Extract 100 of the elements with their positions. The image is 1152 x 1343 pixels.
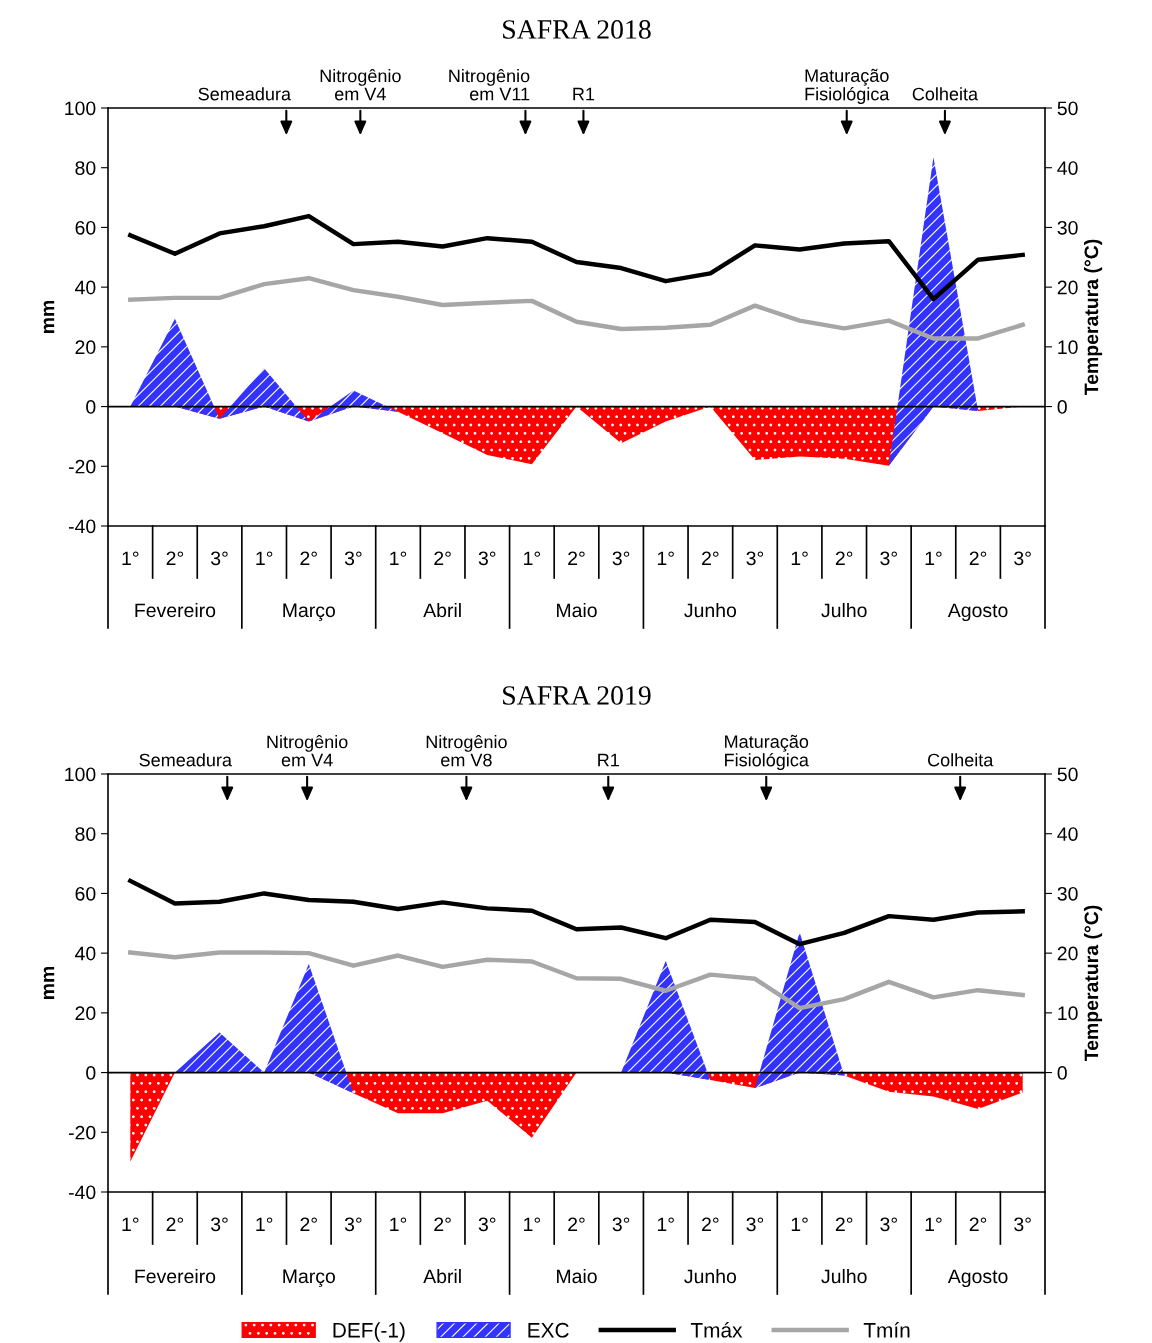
y2-tick-label: 20 <box>1057 946 1078 961</box>
text: R1 <box>573 87 595 101</box>
text: Agosto <box>947 1269 1008 1288</box>
x-tick-label: 3° <box>344 551 362 566</box>
x-tick-label: 3° <box>211 1217 228 1232</box>
x-tick-label: 2° <box>969 1217 987 1232</box>
text: Colheita <box>912 87 979 101</box>
y-axis-title: mm <box>43 300 55 334</box>
y2-tick-label: 20 <box>1057 280 1078 295</box>
x-tick-label: 3° <box>344 1217 362 1232</box>
x-tick-label: 3° <box>1014 1217 1031 1232</box>
y-tick-label: 60 <box>75 220 96 235</box>
y-tick-label: 20 <box>75 1006 96 1021</box>
text: Nitrogênio em V4 <box>267 734 348 767</box>
line-series <box>128 213 1025 302</box>
x-tick-label: 2° <box>568 1217 585 1232</box>
y2-tick-label: 50 <box>1057 767 1078 782</box>
text: Maio <box>557 602 597 618</box>
text: R1 <box>598 753 619 767</box>
y-tick-label: -20 <box>68 459 96 474</box>
x-tick-label: 1° <box>256 551 273 566</box>
y-tick-label: 80 <box>75 827 96 841</box>
x-tick-label: 3° <box>612 551 630 566</box>
x-tick-label: 1° <box>122 1217 139 1232</box>
y2-tick-label: 40 <box>1057 827 1078 841</box>
chart-title: SAFRA 2018 <box>503 20 651 39</box>
y-tick-label: 60 <box>75 886 96 901</box>
y2-tick-label: 0 <box>1057 400 1067 414</box>
text: Fevereiro <box>135 602 216 618</box>
y-tick-label: 100 <box>65 101 96 116</box>
text: Março <box>283 1269 335 1288</box>
x-tick-label: 2° <box>434 1217 451 1232</box>
x-tick-label: 2° <box>568 551 585 566</box>
text: Junho <box>684 1268 737 1284</box>
y2-tick-label: 10 <box>1058 1006 1078 1021</box>
x-tick-label: 2° <box>835 551 853 566</box>
x-tick-label: 2° <box>702 1217 719 1232</box>
x-tick-label: 2° <box>300 1217 317 1232</box>
x-tick-label: 1° <box>925 1217 942 1232</box>
y2-tick-label: 10 <box>1058 340 1078 355</box>
legend-label: EXC <box>528 1322 569 1338</box>
text: Maturação Fisiológica <box>725 734 809 770</box>
x-tick-label: 2° <box>969 551 987 566</box>
text: Nitrogênio em V11 <box>449 68 530 101</box>
x-tick-label: 3° <box>478 551 496 566</box>
y-tick-label: 40 <box>75 946 96 961</box>
x-tick-label: 3° <box>211 551 228 566</box>
y-tick-label: -20 <box>68 1125 96 1140</box>
y-tick-label: 0 <box>86 1066 96 1080</box>
y-axis-title: mm <box>43 966 55 1000</box>
text: Semeadura <box>198 87 291 101</box>
x-tick-label: 2° <box>434 551 451 566</box>
x-tick-label: 2° <box>702 551 719 566</box>
x-tick-label: 2° <box>166 551 184 566</box>
text: Nitrogênio em V8 <box>426 734 507 767</box>
text: Julho <box>821 602 867 618</box>
text: Abril <box>423 602 461 618</box>
text: Junho <box>684 602 737 618</box>
x-tick-label: 1° <box>524 1217 541 1232</box>
text: Colheita <box>928 753 994 767</box>
x-tick-label: 3° <box>746 1217 764 1232</box>
y2-tick-label: 30 <box>1057 886 1078 901</box>
y-tick-label: 40 <box>75 280 96 295</box>
x-tick-label: 3° <box>746 551 764 566</box>
text: Maturação Fisiológica <box>805 68 890 104</box>
x-tick-label: 1° <box>256 1217 273 1232</box>
y-tick-label: -40 <box>68 519 96 534</box>
y2-tick-label: 50 <box>1057 101 1078 116</box>
y2-tick-label: 0 <box>1057 1066 1067 1080</box>
x-tick-label: 1° <box>390 1217 407 1232</box>
x-tick-label: 3° <box>880 551 897 566</box>
y-tick-label: 0 <box>86 400 96 414</box>
y2-tick-label: 40 <box>1057 161 1078 175</box>
x-tick-label: 3° <box>478 1217 496 1232</box>
x-tick-label: 1° <box>390 551 407 566</box>
line-series <box>128 950 1025 1011</box>
x-tick-label: 2° <box>300 551 317 566</box>
y2-axis-title: Temperatura (°C) <box>1083 239 1103 396</box>
x-tick-label: 2° <box>166 1217 184 1232</box>
text: Fevereiro <box>135 1268 216 1284</box>
text: Semeadura <box>139 753 232 767</box>
legend-label: DEF(-1) <box>333 1322 405 1342</box>
x-tick-label: 1° <box>791 1217 808 1232</box>
x-tick-label: 1° <box>524 551 541 566</box>
y-tick-label: -40 <box>68 1185 96 1200</box>
x-tick-label: 2° <box>835 1217 853 1232</box>
line-series <box>128 275 1025 341</box>
y-tick-label: 20 <box>75 340 96 355</box>
legend-label: Tmáx <box>690 1322 743 1338</box>
x-tick-label: 3° <box>1014 551 1031 566</box>
text: Agosto <box>947 603 1008 622</box>
line-series <box>128 878 1025 947</box>
chart-title: SAFRA 2019 <box>503 686 651 705</box>
y2-axis-title: Temperatura (°C) <box>1083 905 1103 1062</box>
text: Julho <box>821 1268 867 1284</box>
y-tick-label: 100 <box>65 767 96 782</box>
x-tick-label: 1° <box>657 551 674 566</box>
text: Março <box>283 603 335 622</box>
x-tick-label: 3° <box>612 1217 630 1232</box>
x-tick-label: 1° <box>657 1217 674 1232</box>
